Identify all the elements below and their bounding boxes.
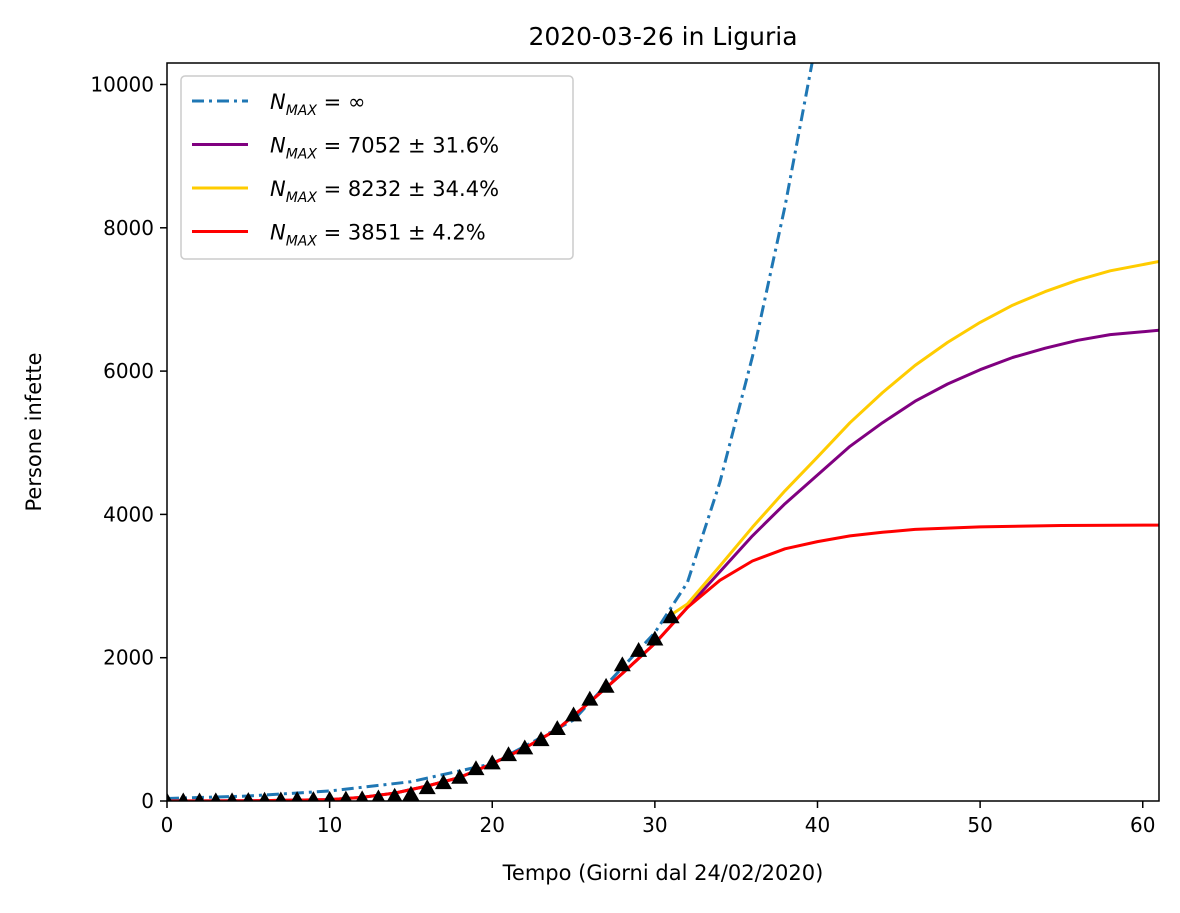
x-tick-label: 0 <box>161 813 174 837</box>
data-point-marker <box>323 790 336 801</box>
data-point-marker <box>662 608 680 624</box>
data-point-marker <box>243 792 254 801</box>
data-point-marker <box>418 779 436 795</box>
data-point-marker <box>548 720 566 736</box>
data-point-marker <box>597 677 615 693</box>
data-point-marker <box>227 792 237 801</box>
x-tick-label: 20 <box>480 813 505 837</box>
legend-box <box>180 75 574 260</box>
series-line-1 <box>167 63 814 800</box>
legend: NMAX = ∞ NMAX = 7052 ± 31.6% NMAX = 8232 ±… <box>180 75 574 260</box>
chart-title: 2020-03-26 in Liguria <box>528 22 797 51</box>
y-tick-label: 4000 <box>103 502 154 526</box>
data-point-marker <box>356 790 369 801</box>
data-point-marker <box>402 785 420 801</box>
y-tick-label: 2000 <box>103 646 154 670</box>
legend-label-2: NMAX = 7052 ± 31.6% <box>270 134 499 163</box>
data-point-marker <box>387 787 403 801</box>
data-point-marker <box>291 791 303 801</box>
data-point-marker <box>210 792 221 801</box>
series-line-4 <box>167 523 1159 801</box>
data-point-marker <box>307 791 319 801</box>
data-point-marker <box>516 739 534 755</box>
data-point-marker <box>532 731 550 747</box>
x-tick-label: 60 <box>1130 813 1155 837</box>
data-point-marker <box>630 642 648 657</box>
data-point-marker <box>371 789 385 801</box>
plot-frame <box>166 62 1160 802</box>
x-tick-label: 50 <box>967 813 992 837</box>
y-tick-label: 6000 <box>103 359 154 383</box>
data-point-marker <box>339 790 352 801</box>
observed-markers <box>167 608 680 801</box>
legend-label-4: NMAX = 3851 ± 4.2% <box>270 221 486 250</box>
data-point-marker <box>646 630 664 646</box>
x-tick-label: 30 <box>642 813 667 837</box>
x-axis-label: Tempo (Giorni dal 24/02/2020) <box>502 861 824 885</box>
data-point-marker <box>434 774 452 790</box>
data-point-marker <box>467 760 485 776</box>
y-tick-label: 0 <box>141 789 154 813</box>
y-tick-label: 10000 <box>90 72 154 96</box>
data-point-marker <box>565 706 583 722</box>
data-point-marker <box>483 754 501 770</box>
data-point-marker <box>500 746 518 762</box>
data-point-marker <box>259 791 270 801</box>
x-tick-label: 10 <box>317 813 342 837</box>
legend-label-1: NMAX = ∞ <box>270 90 365 119</box>
data-point-marker <box>275 791 287 801</box>
data-point-marker <box>178 792 189 801</box>
legend-label-3: NMAX = 8232 ± 34.4% <box>270 177 499 206</box>
data-point-marker <box>194 792 205 801</box>
data-point-marker <box>581 690 599 706</box>
data-point-marker <box>167 792 172 801</box>
data-point-marker <box>451 768 469 784</box>
x-tick-label: 40 <box>805 813 830 837</box>
data-point-marker <box>613 656 631 672</box>
series-line-3 <box>670 260 1159 616</box>
y-axis-label: Persone infette <box>22 352 46 511</box>
x-axis: 0 10 20 30 40 50 60 <box>161 801 1155 837</box>
y-axis: 0 2000 4000 6000 8000 10000 <box>90 72 167 813</box>
y-tick-label: 8000 <box>103 216 154 240</box>
